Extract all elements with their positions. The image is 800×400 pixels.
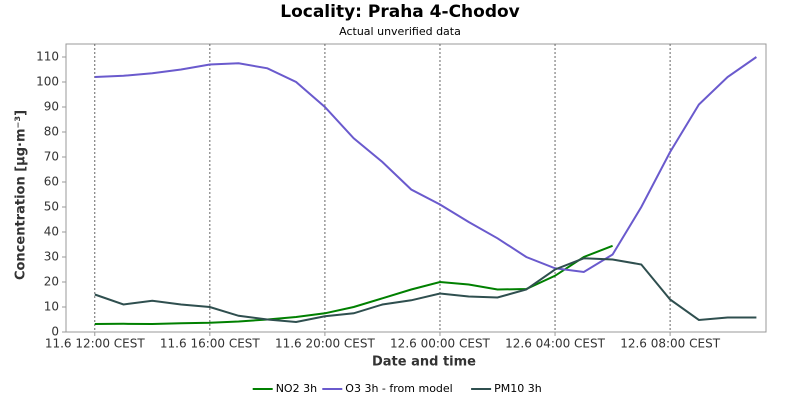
y-tick-label: 80 xyxy=(44,125,59,139)
y-tick-label: 0 xyxy=(51,325,59,339)
x-tick-label: 12.6 00:00 CEST xyxy=(390,337,491,351)
y-tick-label: 60 xyxy=(44,175,59,189)
y-axis-label: Concentration [µg·m⁻³] xyxy=(14,110,29,280)
x-axis-label: Date and time xyxy=(372,355,476,370)
legend-label: PM10 3h xyxy=(494,382,542,395)
y-tick-label: 110 xyxy=(36,50,59,64)
plot-frame xyxy=(65,43,767,333)
x-tick-label: 11.6 12:00 CEST xyxy=(45,337,146,351)
y-tick-label: 90 xyxy=(44,100,59,114)
y-tick-label: 50 xyxy=(44,200,59,214)
y-tick-label: 40 xyxy=(44,225,59,239)
legend-label: NO2 3h xyxy=(276,382,317,395)
legend-label: O3 3h - from model xyxy=(345,382,452,395)
y-tick-label: 70 xyxy=(44,150,59,164)
x-tick-label: 11.6 16:00 CEST xyxy=(160,337,261,351)
series-line xyxy=(94,56,757,274)
series-line xyxy=(94,257,757,324)
x-tick-label: 11.6 20:00 CEST xyxy=(275,337,376,351)
y-tick-label: 100 xyxy=(36,75,59,89)
y-tick-label: 10 xyxy=(44,300,59,314)
chart-subtitle: Actual unverified data xyxy=(339,25,461,38)
x-tick-label: 12.6 04:00 CEST xyxy=(505,337,606,351)
y-tick-label: 20 xyxy=(44,275,59,289)
x-tick-label: 12.6 08:00 CEST xyxy=(620,337,721,351)
chart-title: Locality: Praha 4-Chodov xyxy=(280,2,520,22)
y-tick-label: 30 xyxy=(44,250,59,264)
